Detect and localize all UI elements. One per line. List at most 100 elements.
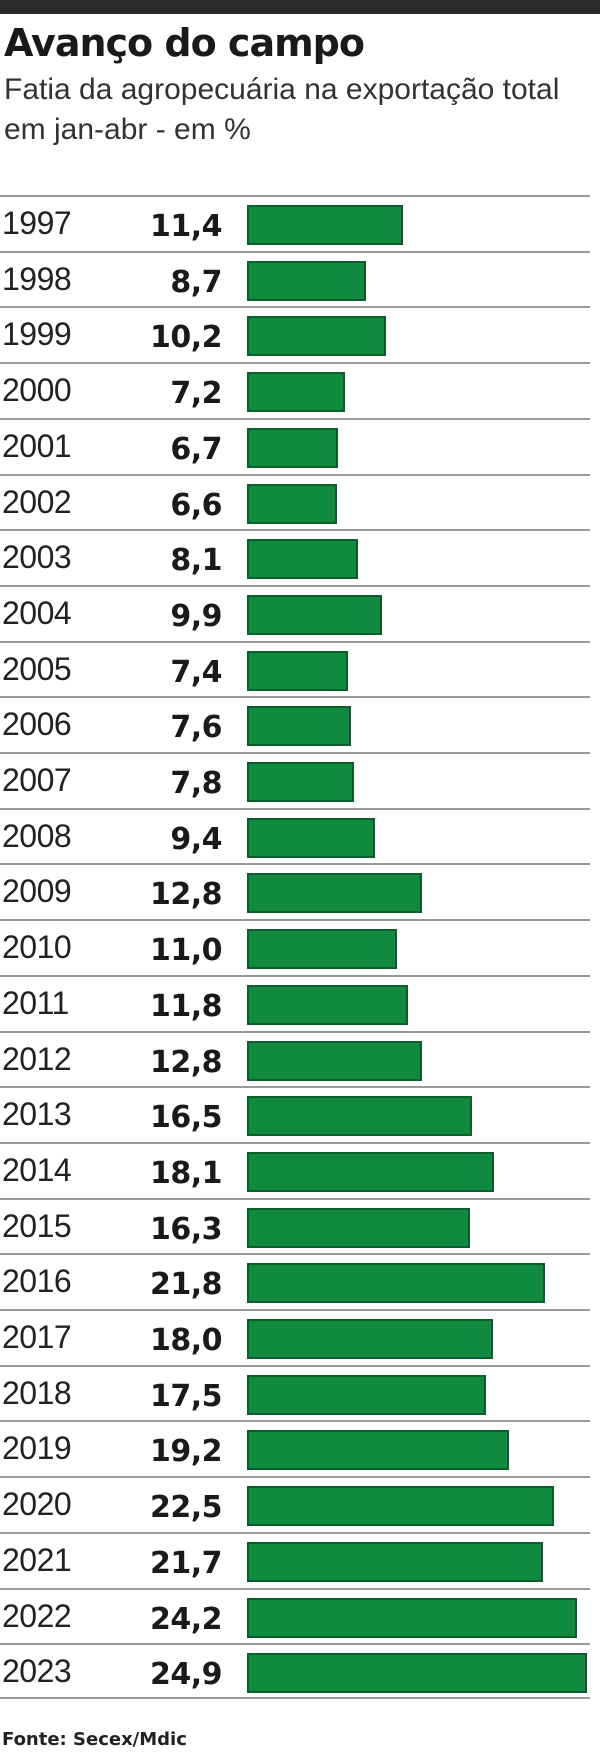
value-label: 21,7 — [149, 1545, 223, 1581]
year-label: 2012 — [2, 1040, 72, 1077]
bar — [247, 1374, 486, 1415]
bar-row-1998: 1998 8,7 — [0, 250, 590, 307]
bar — [247, 817, 376, 858]
bar-row-2014: 2014 18,1 — [0, 1141, 590, 1198]
value-label: 9,9 — [170, 598, 222, 634]
year-label: 2010 — [2, 929, 72, 966]
bar-row-2005: 2005 7,4 — [0, 640, 590, 697]
source-note: Fonte: Secex/Mdic — [2, 1729, 187, 1750]
year-label: 2016 — [2, 1263, 72, 1300]
bar — [247, 1040, 422, 1081]
bar-row-1997: 1997 11,4 — [0, 195, 590, 251]
bar — [247, 873, 422, 914]
value-label: 11,4 — [149, 209, 223, 244]
value-label: 6,7 — [170, 431, 222, 467]
bar-row-2018: 2018 17,5 — [0, 1364, 590, 1421]
value-label: 16,5 — [149, 1100, 223, 1136]
bar — [247, 483, 338, 524]
bar-row-2020: 2020 22,5 — [0, 1476, 590, 1532]
value-label: 9,4 — [170, 821, 222, 857]
bar — [247, 1653, 587, 1694]
bar-row-2023: 2023 24,9 — [0, 1643, 590, 1699]
year-label: 2005 — [2, 650, 72, 687]
year-label: 2002 — [2, 483, 72, 520]
value-label: 7,4 — [170, 654, 222, 690]
bar-row-1999: 1999 10,2 — [0, 306, 590, 362]
bar — [247, 984, 409, 1025]
chart-subtitle: Fatia da agropecuária na exportação tota… — [4, 73, 560, 146]
bar — [247, 929, 398, 970]
year-label: 2006 — [2, 706, 72, 743]
bar — [247, 316, 387, 357]
bar-row-2002: 2002 6,6 — [0, 473, 590, 530]
value-label: 7,6 — [170, 710, 222, 746]
bar-row-2008: 2008 9,4 — [0, 807, 590, 864]
top-rule — [0, 0, 600, 14]
bar — [247, 260, 366, 301]
value-label: 8,7 — [170, 264, 222, 300]
bar-row-2012: 2012 12,8 — [0, 1030, 590, 1087]
bar-row-2016: 2016 21,8 — [0, 1253, 590, 1309]
bar-row-2003: 2003 8,1 — [0, 529, 590, 585]
value-label: 19,2 — [149, 1434, 223, 1470]
bar — [247, 1151, 495, 1192]
value-label: 12,8 — [149, 877, 223, 913]
chart-title: Avanço do campo — [4, 21, 365, 65]
bar — [247, 1319, 493, 1359]
year-label: 2020 — [2, 1486, 72, 1523]
value-label: 18,1 — [149, 1155, 223, 1191]
year-label: 2000 — [2, 372, 72, 409]
year-label: 2011 — [2, 984, 69, 1021]
bar-row-2011: 2011 11,8 — [0, 974, 590, 1031]
bar-row-2019: 2019 19,2 — [0, 1420, 590, 1476]
bar-row-2022: 2022 24,2 — [0, 1587, 590, 1644]
year-label: 2008 — [2, 817, 72, 854]
value-label: 18,0 — [149, 1323, 223, 1358]
bar — [247, 762, 354, 802]
year-label: 2009 — [2, 873, 72, 910]
year-label: 2019 — [2, 1430, 72, 1467]
bar-row-2015: 2015 16,3 — [0, 1197, 590, 1254]
year-label: 2007 — [2, 762, 72, 798]
bar-row-2004: 2004 9,9 — [0, 584, 590, 641]
value-label: 22,5 — [149, 1490, 223, 1526]
bar-row-2021: 2021 21,7 — [0, 1531, 590, 1588]
value-label: 11,8 — [149, 988, 223, 1024]
year-label: 1997 — [2, 205, 72, 241]
bar — [247, 650, 349, 691]
value-label: 21,8 — [149, 1267, 223, 1303]
year-label: 2003 — [2, 539, 72, 576]
year-label: 2023 — [2, 1653, 72, 1690]
bar — [247, 1486, 555, 1527]
bar — [247, 539, 358, 580]
bar-row-2013: 2013 16,5 — [0, 1086, 590, 1142]
bar-row-2007: 2007 7,8 — [0, 752, 590, 808]
year-label: 2014 — [2, 1151, 72, 1188]
bar-row-2009: 2009 12,8 — [0, 863, 590, 919]
bar — [247, 594, 383, 635]
value-label: 7,2 — [170, 376, 222, 412]
year-label: 2004 — [2, 594, 72, 631]
year-label: 1999 — [2, 316, 72, 353]
year-label: 2017 — [2, 1319, 72, 1355]
bar — [247, 1096, 473, 1137]
bar-row-2017: 2017 18,0 — [0, 1309, 590, 1365]
value-label: 24,2 — [149, 1601, 223, 1637]
bar-row-2000: 2000 7,2 — [0, 362, 590, 418]
value-label: 7,8 — [170, 766, 222, 801]
bar — [247, 1541, 544, 1582]
bar — [247, 372, 346, 413]
year-label: 2022 — [2, 1597, 72, 1634]
bar-row-2006: 2006 7,6 — [0, 696, 590, 752]
year-label: 2018 — [2, 1374, 72, 1411]
value-label: 17,5 — [149, 1378, 223, 1414]
bar — [247, 706, 351, 747]
year-label: 2001 — [2, 427, 72, 464]
value-label: 24,9 — [149, 1657, 223, 1693]
bar — [247, 1430, 510, 1471]
bar-chart: 1997 11,4 1998 8,7 1999 10,2 2000 7,2 2001 6,7 200… — [0, 195, 600, 1720]
bar — [247, 427, 339, 468]
year-label: 1998 — [2, 260, 72, 297]
value-label: 10,2 — [149, 320, 223, 356]
bar — [247, 1263, 545, 1304]
